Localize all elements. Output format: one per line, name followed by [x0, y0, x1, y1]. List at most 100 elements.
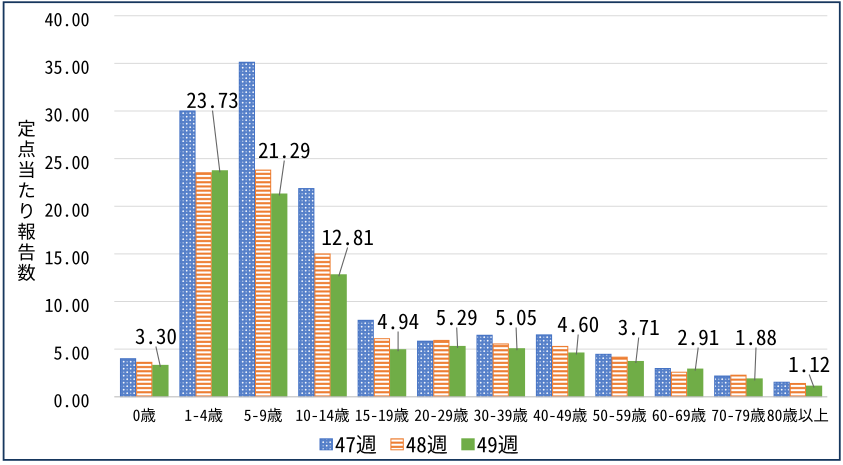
leader-line-2: [278, 160, 285, 196]
y-tick-label: [54, 394, 89, 408]
bar-49週-30-39歳: [508, 348, 526, 398]
legend-label: [335, 435, 377, 454]
y-axis-title-char: [18, 222, 36, 240]
y-axis-title-char: [17, 119, 35, 137]
bar-47週-1-4歳: [179, 110, 196, 398]
y-tick-label: [45, 108, 89, 122]
bar-49週-0歳: [152, 364, 169, 398]
bar-49週-80歳以上: [805, 385, 823, 398]
leader-line-0: [155, 346, 161, 368]
bar-47週-80歳以上: [773, 381, 790, 398]
bar-47週-20-29歳: [417, 340, 434, 398]
x-axis-label: [533, 407, 587, 423]
legend-item-48週: [390, 435, 448, 454]
legend-swatch-48週: [390, 438, 404, 451]
data-label: [135, 328, 176, 345]
legend-swatch-49週: [461, 438, 475, 451]
legend: [319, 435, 518, 454]
bar-48週-50-59歳: [611, 356, 628, 398]
x-axis-label: [244, 407, 282, 423]
bar-49週-50-59歳: [627, 360, 644, 398]
bar-48週-70-79歳: [730, 374, 747, 398]
leader-line-3: [338, 247, 349, 277]
y-axis-title-char: [21, 203, 32, 219]
bar-47週-50-59歳: [595, 353, 612, 398]
data-label: [436, 309, 477, 326]
leader-line-7: [575, 334, 579, 355]
data-label: [557, 316, 599, 333]
bar-47週-70-79歳: [714, 375, 731, 398]
x-axis-label: [414, 407, 468, 423]
bar-48週-20-29歳: [433, 339, 450, 398]
bar-48週-40-49歳: [552, 345, 569, 398]
data-label: [678, 329, 719, 346]
bar-47週-5-9歳: [238, 61, 255, 398]
y-axis-title-char: [18, 243, 35, 261]
bar-48週-80歳以上: [789, 382, 806, 398]
leader-line-8: [635, 337, 640, 364]
legend-label: [477, 435, 518, 454]
bar-49週-20-29歳: [449, 345, 466, 398]
y-tick-label: [54, 346, 89, 360]
data-label: [322, 229, 373, 246]
bar-47週-10-14歳: [298, 188, 315, 398]
data-label: [258, 142, 310, 159]
leader-line-1: [211, 110, 221, 173]
bar-48週-0歳: [136, 361, 153, 398]
legend-label: [406, 435, 448, 454]
y-axis-tick-labels: [45, 13, 89, 408]
leader-line-5: [456, 327, 459, 348]
bar-48週-30-39歳: [492, 343, 509, 398]
y-tick-label: [45, 203, 89, 217]
leader-line-10: [754, 347, 757, 381]
bar-48週-60-69歳: [670, 371, 688, 398]
bar-49週-5-9歳: [271, 193, 288, 398]
bar-49週-10-14歳: [330, 274, 347, 398]
leader-line-11: [808, 374, 815, 388]
data-label: [377, 313, 419, 330]
bar-48週-5-9歳: [254, 169, 272, 398]
y-tick-label: [45, 155, 89, 170]
x-axis-label: [296, 407, 350, 423]
legend-item-47週: [319, 435, 377, 454]
y-tick-label: [45, 60, 89, 74]
y-axis-title: [17, 119, 36, 282]
bar-49週-70-79歳: [746, 378, 763, 398]
x-axis-label: [593, 407, 647, 423]
y-axis-title-char: [19, 160, 34, 178]
data-label: [187, 92, 238, 109]
legend-item-49週: [461, 435, 518, 454]
bar-47週-30-39歳: [476, 334, 493, 398]
bar-47週-40-49歳: [535, 334, 553, 398]
x-axis-label: [474, 407, 528, 423]
bar-47週-0歳: [119, 358, 137, 398]
data-label: [736, 329, 776, 346]
bar-47週-15-19歳: [357, 319, 374, 398]
leader-line-6: [515, 327, 518, 351]
bar-49週-1-4歳: [211, 170, 228, 398]
bar-49週-60-69歳: [687, 368, 704, 398]
bar-47週-60-69歳: [654, 368, 671, 398]
x-axis-label: [767, 407, 829, 423]
y-tick-label: [45, 13, 89, 27]
leader-line-9: [694, 347, 699, 371]
data-label: [618, 319, 659, 336]
x-axis-label: [133, 407, 156, 423]
y-tick-label: [45, 298, 89, 313]
gridlines: [114, 15, 828, 350]
x-axis-label: [712, 407, 766, 423]
x-axis-label: [652, 407, 706, 423]
x-axis-label: [185, 407, 223, 423]
bar-48週-10-14歳: [314, 253, 331, 398]
x-axis-label: [355, 407, 409, 423]
bar-48週-15-19歳: [373, 338, 391, 398]
bar-49週-15-19歳: [390, 349, 407, 398]
y-tick-label: [45, 251, 89, 265]
bar-48週-1-4歳: [195, 172, 212, 398]
data-labels: [135, 92, 830, 388]
y-axis-title-char: [17, 263, 36, 282]
legend-swatch-47週: [319, 438, 333, 451]
